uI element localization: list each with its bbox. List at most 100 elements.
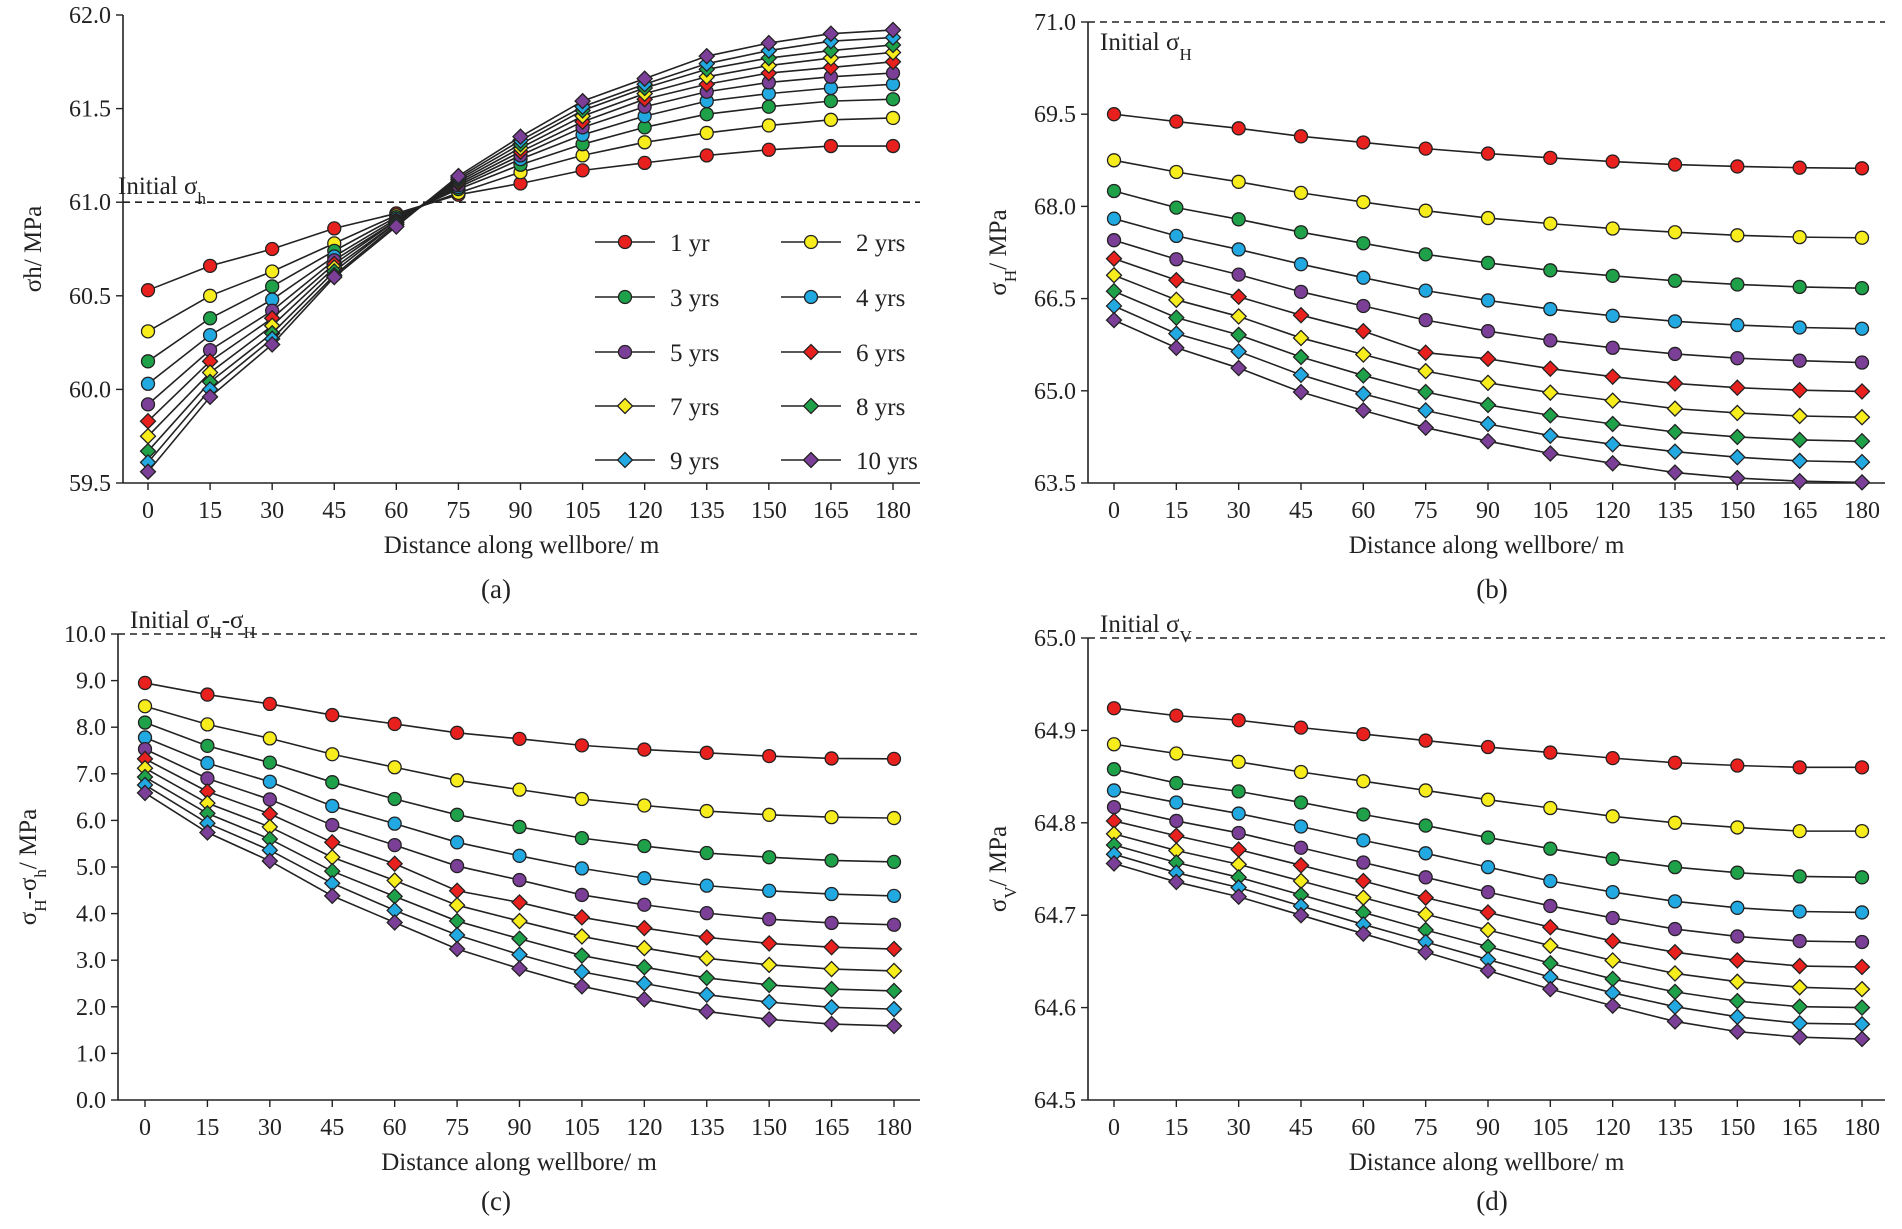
x-tick-label: 45 [1289,498,1313,524]
data-point [511,946,528,964]
data-point [762,748,777,764]
data-point [1666,443,1684,461]
data-point [1604,454,1622,472]
data-point [1293,129,1309,144]
series-2 [137,699,902,826]
data-point [1231,267,1246,282]
x-tick-label: 30 [1227,498,1251,524]
data-point [1105,250,1123,268]
x-tick-label: 105 [1532,1115,1568,1141]
x-tick-label: 165 [1782,498,1818,524]
data-point [1356,833,1371,848]
y-axis-label: σh/ MPa [20,206,47,292]
data-point [1479,962,1497,980]
data-point [1479,904,1497,921]
data-point [200,755,215,771]
data-point [1730,900,1745,915]
data-point [448,940,466,958]
y-tick-label: 63.5 [1034,471,1076,497]
data-point [699,745,714,760]
data-point [1167,339,1185,357]
x-tick-label: 135 [689,1115,725,1141]
data-point [573,928,591,945]
data-point [823,938,841,956]
y-tick-label: 6.0 [76,808,106,834]
data-point [325,775,340,790]
data-point [1853,432,1871,450]
data-point [1667,894,1683,909]
data-point [1356,774,1371,789]
data-point [1853,999,1871,1017]
data-point [1480,792,1496,807]
data-point [1666,423,1684,441]
series-10 [136,784,903,1035]
data-point [1480,830,1496,845]
data-point [1106,211,1122,226]
data-point [637,742,652,757]
data-point [1417,419,1435,437]
data-point [573,963,591,981]
data-point [386,872,404,889]
data-point [1356,270,1371,285]
legend-label: 2 yrs [856,230,905,257]
panel-caption: (d) [1476,1186,1507,1216]
data-point [1169,164,1184,180]
panel-caption: (a) [481,574,511,604]
series-line [1113,159,1863,239]
data-point [1106,783,1122,798]
data-point [1853,958,1871,976]
series-line [144,736,895,897]
data-point [1730,929,1745,944]
data-point [325,268,343,286]
data-point [885,138,901,154]
series-5 [1106,799,1870,950]
data-point [760,976,778,994]
data-point [699,878,714,893]
data-point [1231,825,1246,841]
series-line [147,51,894,437]
chart-panel-c: 0.0 1.0 2.0 3.0 4.0 5.0 6.0 7.0 8.0 9.0 10.0 0 15 30 4… [15,607,920,1216]
data-point [573,908,591,926]
x-tick-label: 45 [1289,1115,1313,1141]
data-point [1480,739,1496,755]
data-point [885,1017,903,1035]
series-9 [139,29,902,471]
x-tick-label: 180 [876,1115,912,1141]
y-tick-label: 64.5 [1034,1088,1076,1114]
series-1 [1106,701,1870,775]
data-point [1106,701,1122,716]
data-point [1853,408,1871,426]
legend-marker [616,397,634,415]
initial-value-label: Initial σH-σH [130,607,256,642]
data-point [1604,368,1622,386]
data-point [140,283,156,298]
data-point [1541,980,1559,998]
data-point [1106,183,1122,199]
data-point [885,110,901,126]
y-tick-label: 2.0 [76,995,106,1021]
data-point [1480,210,1496,226]
data-point [699,107,714,122]
y-tick-label: 65.0 [1034,626,1076,652]
data-point [823,1015,841,1033]
legend-marker [617,234,633,250]
data-point [574,830,590,846]
data-point [449,725,465,740]
x-tick-label: 135 [689,498,725,524]
data-point [1667,860,1683,875]
data-point [1728,952,1746,969]
data-point [886,810,902,826]
data-point [1292,306,1310,324]
data-point [137,675,153,691]
data-point [574,861,590,876]
data-point [822,25,840,43]
data-point [760,956,778,974]
data-point [1541,384,1559,402]
data-point [1231,713,1246,728]
legend-label: 1 yr [670,230,710,257]
data-point [386,855,404,873]
data-point [635,958,653,976]
x-tick-label: 180 [1844,498,1880,524]
data-point [1543,898,1558,914]
data-point [512,848,527,863]
